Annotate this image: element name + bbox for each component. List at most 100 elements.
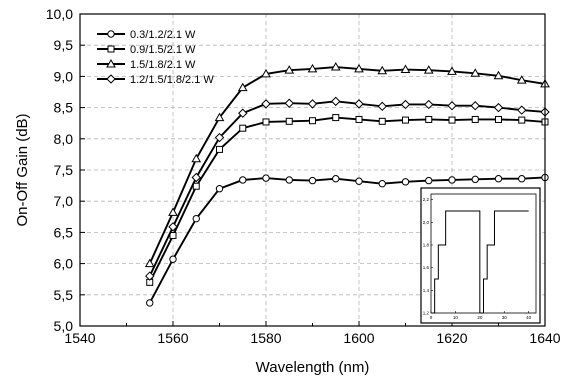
y-tick-label: 6,0 — [54, 256, 74, 272]
x-tick-label: 1580 — [250, 330, 281, 346]
inset-step-line — [431, 210, 529, 314]
data-point — [354, 99, 364, 109]
y-axis-label: On-Off Gain (dB) — [14, 113, 31, 226]
data-point — [425, 176, 433, 185]
inset-chart: 0 10 20 30 40 1,2 1,4 1,6 1,8 2,0 2,2 — [420, 187, 541, 324]
data-point — [309, 117, 316, 125]
data-point — [377, 101, 387, 112]
data-point — [191, 153, 202, 163]
data-point — [447, 101, 457, 111]
data-point — [425, 115, 433, 123]
data-point — [470, 68, 481, 77]
data-point — [516, 75, 527, 84]
y-tick-label: 6,5 — [54, 224, 74, 240]
data-point — [237, 82, 248, 92]
data-point — [285, 176, 293, 184]
data-point — [192, 214, 200, 223]
data-point — [192, 182, 200, 190]
data-point — [145, 271, 155, 281]
inset-y-tick-label: 1,4 — [423, 288, 430, 293]
legend-item: 1.5/1.8/2.1 W — [97, 58, 196, 71]
data-point — [518, 175, 526, 183]
data-point — [332, 175, 340, 183]
inset-x-tick-label: 30 — [502, 315, 508, 320]
series-line — [148, 66, 546, 264]
data-point — [517, 105, 527, 115]
data-point — [330, 62, 341, 71]
series-layer — [144, 62, 550, 307]
data-point — [377, 65, 388, 75]
y-tick-label: 10,0 — [46, 6, 73, 22]
y-tick-label: 5,5 — [54, 287, 74, 303]
data-point — [262, 174, 270, 182]
inset-y-tick-label: 1,6 — [423, 265, 430, 270]
legend-label: 1.5/1.8/2.1 W — [130, 59, 196, 71]
data-point — [169, 255, 177, 263]
data-point — [448, 116, 456, 124]
data-point — [493, 70, 504, 80]
x-tick-label: 1640 — [529, 330, 560, 346]
data-point — [168, 222, 178, 232]
series-line — [148, 116, 546, 283]
data-point — [215, 185, 224, 193]
data-point — [169, 232, 177, 240]
data-point — [168, 207, 178, 216]
data-point — [144, 258, 155, 268]
data-point — [470, 101, 480, 111]
inset-frame-outer — [420, 187, 541, 324]
x-tick-label: 1600 — [343, 330, 374, 346]
data-point — [402, 116, 409, 124]
y-tick-label: 7,5 — [54, 162, 74, 178]
legend: 0.3/1.2/2.1 W 0.9/1.5/2.1 W 1.5/1.8/2.1 W 1… — [97, 29, 214, 86]
data-point — [238, 108, 248, 118]
data-point — [355, 177, 363, 185]
legend-marker — [106, 74, 116, 84]
data-point — [447, 66, 457, 75]
y-tick-label: 8,0 — [54, 131, 74, 147]
legend-marker — [106, 58, 116, 68]
inset-x-tick-label: 20 — [477, 315, 483, 320]
legend-marker — [107, 30, 115, 38]
series-1 — [146, 173, 549, 307]
x-tick-label: 1540 — [64, 330, 95, 346]
data-point — [261, 68, 271, 78]
series-3 — [144, 62, 550, 268]
data-point — [378, 180, 386, 188]
data-point — [216, 145, 223, 153]
y-tick-label: 9,5 — [54, 37, 74, 53]
data-point — [214, 132, 225, 143]
data-point — [448, 176, 456, 184]
inset-y-tick-label: 1,2 — [423, 311, 430, 316]
data-point — [378, 117, 386, 125]
data-point — [307, 63, 318, 73]
x-axis-label: Wavelength (nm) — [256, 359, 370, 376]
data-point — [518, 116, 526, 124]
series-2 — [146, 114, 549, 286]
legend-item: 0.9/1.5/2.1 W — [97, 44, 196, 56]
legend-item: 1.2/1.5/1.8/2.1 W — [97, 74, 214, 86]
data-point — [495, 115, 502, 123]
data-point — [239, 124, 247, 132]
y-tick-label: 9,0 — [54, 68, 74, 84]
data-point — [355, 115, 363, 123]
data-point — [332, 114, 340, 122]
data-point — [285, 117, 293, 125]
data-point — [307, 99, 318, 109]
grid-lines — [80, 14, 545, 326]
x-tick-label: 1620 — [436, 330, 467, 346]
legend-marker — [107, 45, 115, 53]
series-4 — [145, 96, 550, 281]
data-point — [423, 65, 434, 74]
data-point — [424, 99, 434, 110]
axis-ticks: 1540 1560 1580 1600 1620 1640 5,0 5,5 6,0 6,5 7,0 7… — [46, 6, 561, 346]
data-point — [471, 175, 479, 184]
data-point — [146, 299, 154, 307]
data-point — [354, 63, 364, 73]
data-point — [239, 176, 247, 184]
legend-label: 0.9/1.5/2.1 W — [130, 44, 196, 56]
data-point — [284, 98, 294, 108]
data-point — [308, 176, 317, 185]
y-tick-label: 5,0 — [54, 318, 74, 334]
x-tick-label: 1560 — [157, 330, 188, 346]
